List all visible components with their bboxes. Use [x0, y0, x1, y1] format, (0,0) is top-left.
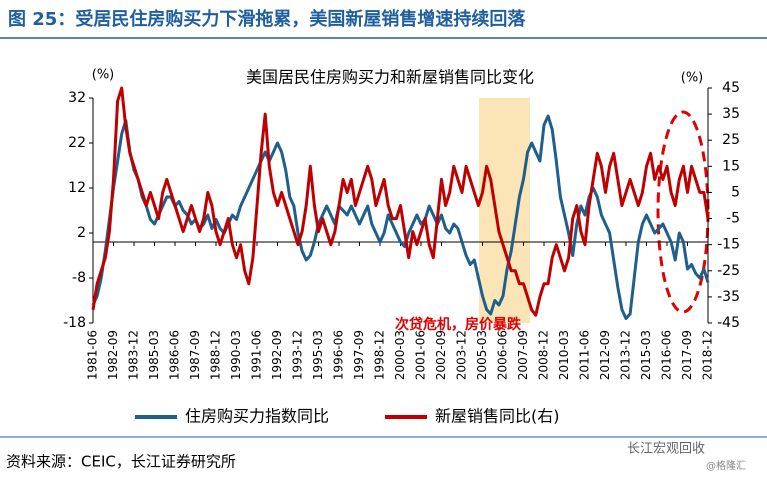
x-tick-label: 2018-12 — [701, 330, 715, 380]
y-tick-label: -8 — [72, 270, 86, 286]
x-tick-label: 1986-06 — [168, 330, 182, 380]
x-tick-label: 1983-12 — [127, 330, 141, 380]
x-tick-label: 2016-06 — [660, 330, 674, 380]
x-tick-label: 2017-09 — [680, 330, 694, 380]
highlight-ellipse — [656, 110, 710, 314]
x-tick-label: 2011-06 — [578, 330, 592, 380]
x-tick-label: 1981-06 — [86, 330, 100, 380]
x-tick-label: 2010-03 — [557, 330, 571, 380]
y2-tick-label: 25 — [722, 132, 740, 148]
x-tick-label: 2007-09 — [516, 330, 530, 380]
x-tick-label: 1992-09 — [270, 330, 284, 380]
y-tick-label: 32 — [68, 90, 86, 106]
series-line — [91, 114, 710, 320]
x-tick-label: 1993-12 — [291, 330, 305, 380]
x-tick-label: 2005-03 — [475, 330, 489, 380]
y2-unit: (%) — [681, 71, 704, 86]
y2-tick-label: 15 — [722, 158, 740, 174]
credit: @格隆汇 — [706, 459, 746, 472]
series-line — [91, 86, 710, 317]
y2-tick-label: -45 — [717, 315, 740, 331]
y2-tick-label: -35 — [717, 289, 740, 305]
y2-tick-label: -25 — [717, 263, 740, 279]
y-tick-label: 2 — [77, 225, 86, 241]
x-tick-label: 1991-06 — [250, 330, 264, 380]
y2-tick-label: 35 — [722, 106, 740, 122]
x-tick-label: 1990-03 — [229, 330, 243, 380]
x-tick-label: 2003-12 — [455, 330, 469, 380]
x-tick-label: 1998-12 — [373, 330, 387, 380]
x-tick-label: 2008-12 — [537, 330, 551, 380]
x-tick-label: 2013-12 — [619, 330, 633, 380]
y2-tick-label: -15 — [717, 237, 740, 253]
x-tick-label: 2002-09 — [434, 330, 448, 380]
y2-tick-label: 45 — [722, 80, 740, 96]
x-tick-label: 2000-03 — [393, 330, 407, 380]
x-tick-label: 2015-03 — [639, 330, 653, 380]
page-title: 图 25：受居民住房购买力下滑拖累，美国新屋销售增速持续回落 — [8, 8, 526, 30]
y2-tick-label: 5 — [731, 184, 740, 200]
source: 资料来源：CEIC，长江证券研究所 — [6, 453, 236, 471]
y-unit: (%) — [92, 68, 115, 83]
x-tick-label: 1985-03 — [147, 330, 161, 380]
x-tick-label: 1995-03 — [311, 330, 325, 380]
legend-label: 住房购买力指数同比 — [185, 407, 329, 426]
legend-label: 新屋销售同比(右) — [435, 407, 560, 426]
x-tick-label: 1982-09 — [106, 330, 120, 380]
x-tick-label: 2012-09 — [598, 330, 612, 380]
x-tick-label: 2001-06 — [414, 330, 428, 380]
chart-title: 美国居民住房购买力和新屋销售同比变化 — [246, 68, 534, 87]
y2-tick-label: -5 — [726, 211, 740, 227]
y-tick-label: 22 — [68, 135, 86, 151]
y-tick-label: 12 — [68, 180, 86, 196]
x-tick-label: 1987-09 — [188, 330, 202, 380]
annotation: 次贷危机，房价暴跌 — [395, 316, 522, 333]
x-tick-label: 2006-06 — [496, 330, 510, 380]
watermark: 长江宏观回收 — [627, 442, 705, 457]
x-tick-label: 1996-06 — [332, 330, 346, 380]
x-tick-label: 1988-12 — [209, 330, 223, 380]
x-tick-label: 1997-09 — [352, 330, 366, 380]
y-tick-label: -18 — [63, 315, 86, 331]
